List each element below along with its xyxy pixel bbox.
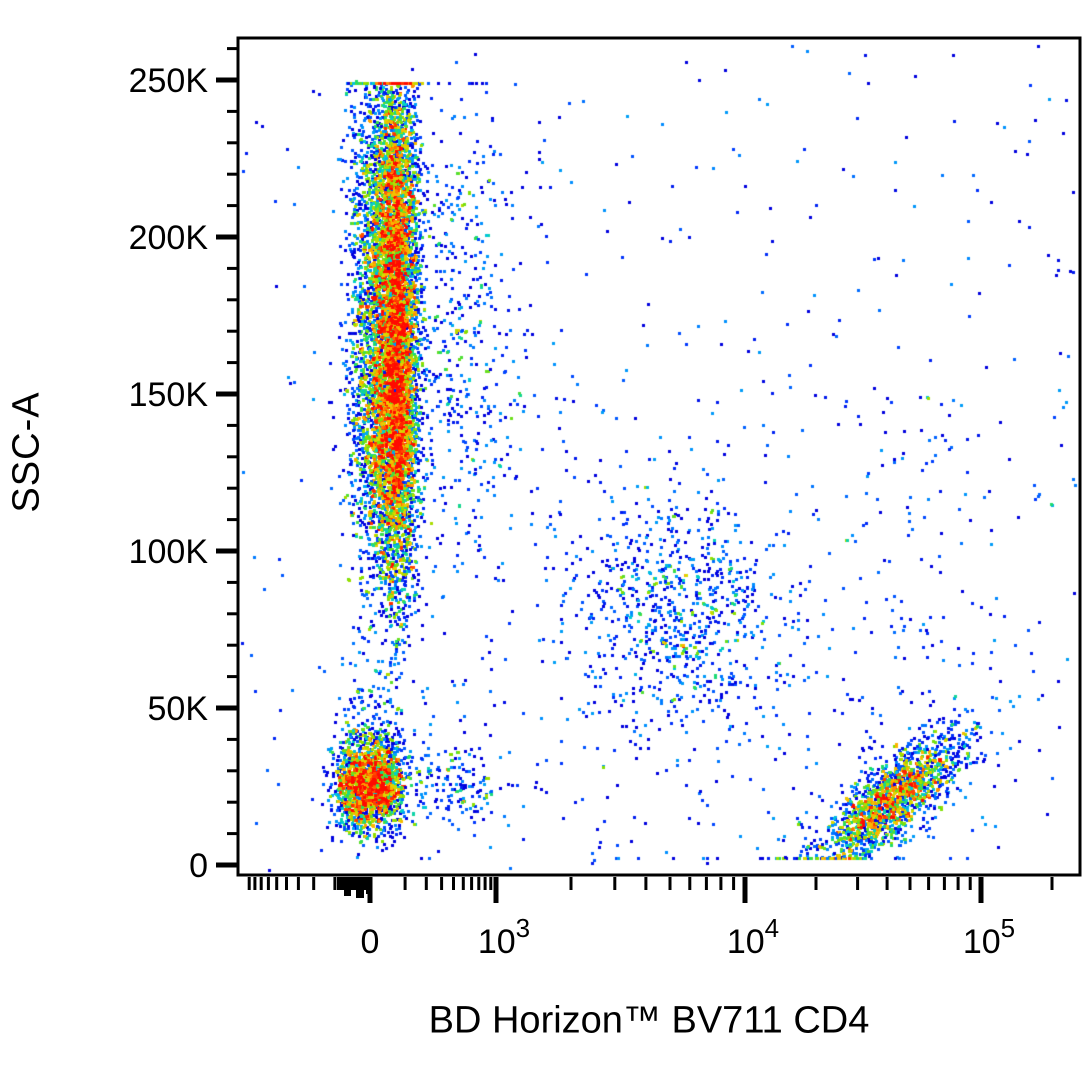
y-axis-title: SSC-A — [5, 391, 48, 513]
x-axis-title: BD Horizon™ BV711 CD4 — [428, 999, 870, 1042]
svg-text:104: 104 — [727, 913, 779, 961]
svg-text:150K: 150K — [129, 376, 209, 414]
svg-text:200K: 200K — [129, 219, 209, 257]
svg-text:50K: 50K — [148, 690, 209, 728]
svg-text:0: 0 — [361, 923, 380, 961]
svg-text:105: 105 — [963, 913, 1015, 961]
svg-text:103: 103 — [478, 913, 530, 961]
svg-text:0: 0 — [189, 847, 208, 885]
svg-text:100K: 100K — [129, 533, 209, 571]
svg-text:250K: 250K — [129, 62, 209, 100]
